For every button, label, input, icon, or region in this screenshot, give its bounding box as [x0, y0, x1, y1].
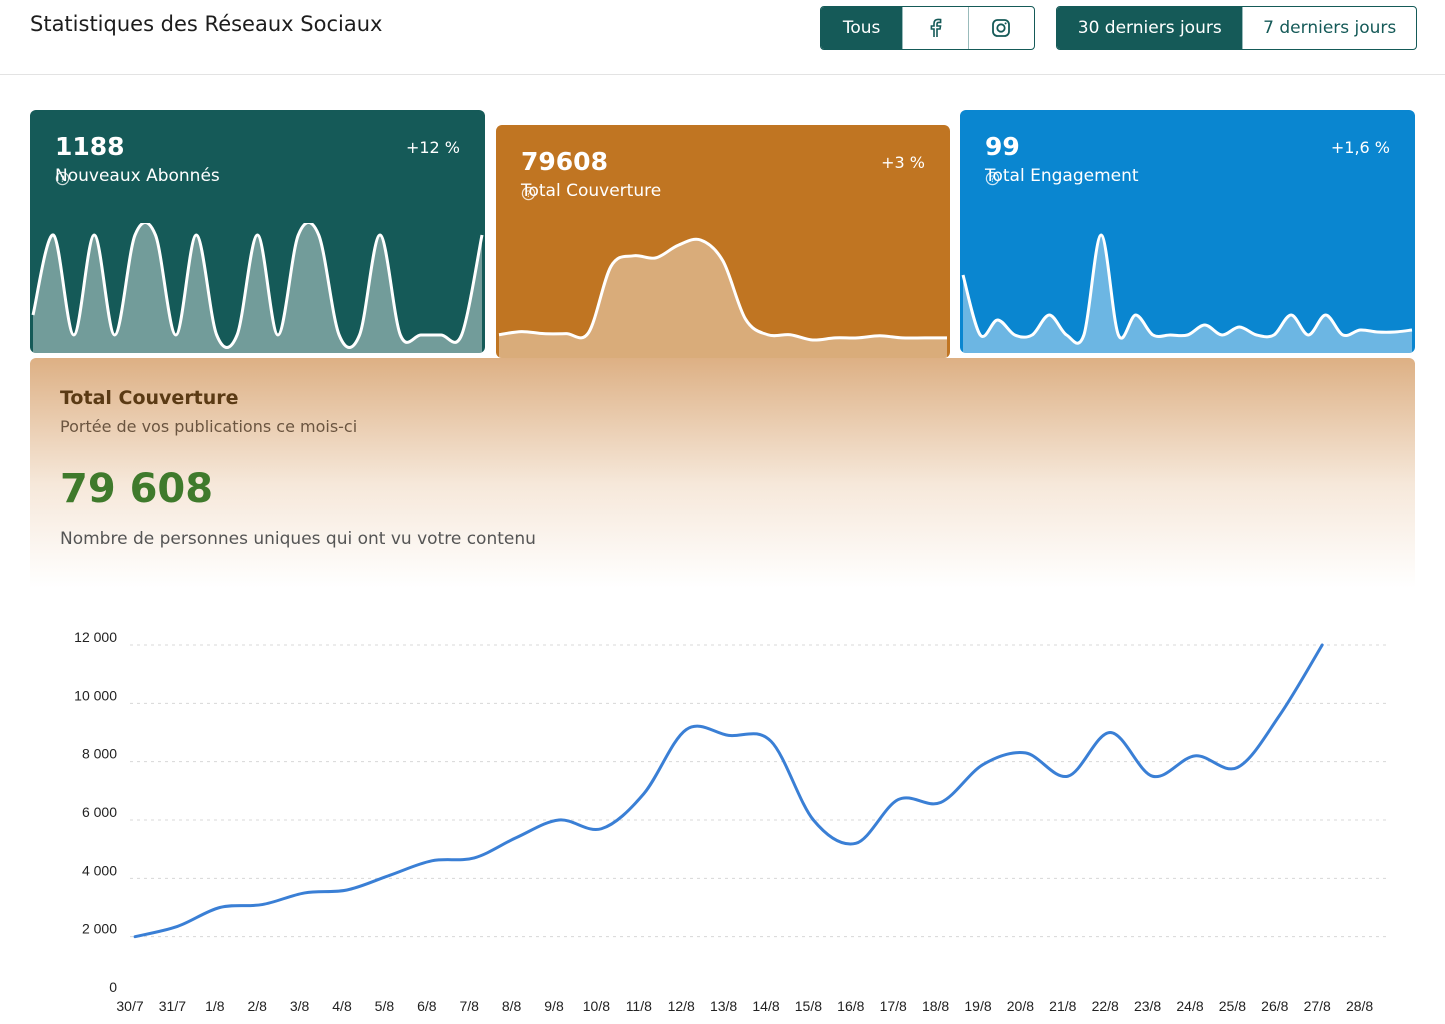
x-tick-label: 1/8 [205, 998, 225, 1014]
card-change: +3 % [881, 153, 925, 172]
y-tick-label: 6 000 [82, 804, 117, 820]
y-tick-label: 12 000 [74, 629, 117, 645]
help-circle [985, 171, 1000, 186]
x-tick-label: 14/8 [752, 998, 779, 1014]
x-tick-label: 11/8 [626, 998, 652, 1014]
x-tick-label: 28/8 [1346, 998, 1373, 1014]
x-tick-label: 12/8 [668, 998, 695, 1014]
sparkline [961, 233, 1413, 353]
x-tick-label: 18/8 [922, 998, 949, 1014]
card-change: +1,6 % [1330, 138, 1390, 157]
page-title: Statistiques des Réseaux Sociaux [30, 12, 383, 36]
x-tick-label: 21/8 [1049, 998, 1076, 1014]
x-tick-label: 25/8 [1219, 998, 1246, 1014]
divider [0, 74, 1445, 75]
x-tick-label: 7/8 [459, 998, 479, 1014]
x-tick-label: 3/8 [290, 998, 310, 1014]
x-tick-label: 17/8 [880, 998, 907, 1014]
sparkline [498, 237, 947, 358]
x-tick-label: 15/8 [795, 998, 822, 1014]
x-tick-label: 23/8 [1134, 998, 1161, 1014]
panel-caption: Nombre de personnes uniques qui ont vu v… [60, 529, 536, 549]
filter-facebook[interactable] [902, 7, 967, 49]
card-label: Total Couverture [521, 181, 662, 201]
network-filter: Tous [820, 6, 1035, 50]
card-change: +12 % [405, 138, 460, 157]
help-icon: ? [985, 171, 1000, 186]
x-tick-label: 22/8 [1092, 998, 1119, 1014]
help-icon: ? [521, 186, 536, 201]
x-tick-label: 19/8 [964, 998, 991, 1014]
period-7[interactable]: 7 derniers jours [1242, 7, 1416, 49]
period-filter: 30 derniers jours 7 derniers jours [1056, 6, 1417, 50]
help-icon: ? [55, 171, 70, 186]
x-tick-label: 2/8 [247, 998, 267, 1014]
sparkline [31, 223, 484, 353]
x-tick-label: 8/8 [502, 998, 522, 1014]
x-tick-label: 5/8 [375, 998, 395, 1014]
x-tick-label: 27/8 [1304, 998, 1331, 1014]
sparkline-area [963, 235, 1412, 353]
panel-title: Total Couverture [60, 387, 239, 409]
instagram-icon [992, 19, 1011, 37]
data-line [133, 643, 1324, 939]
card-label-row: Total Engagement? [985, 166, 1139, 186]
x-tick-label: 26/8 [1261, 998, 1288, 1014]
help-circle [521, 186, 536, 201]
x-tick-label: 16/8 [837, 998, 864, 1014]
sparkline-line [31, 223, 484, 349]
x-tick-label: 31/7 [159, 998, 186, 1014]
card-label: Total Engagement [985, 166, 1139, 186]
facebook-icon [931, 18, 942, 37]
filter-instagram[interactable] [967, 7, 1034, 49]
sparkline-area [33, 223, 482, 353]
x-tick-label: 10/8 [583, 998, 610, 1014]
period-30[interactable]: 30 derniers jours [1057, 7, 1243, 49]
x-tick-label: 6/8 [417, 998, 437, 1014]
card-value: 79608 [521, 147, 608, 176]
x-tick-label: 9/8 [544, 998, 564, 1014]
x-tick-label: 24/8 [1176, 998, 1203, 1014]
y-tick-label: 2 000 [82, 921, 117, 937]
y-tick-label: 10 000 [74, 687, 117, 703]
panel-subtitle: Portée de vos publications ce mois-ci [60, 417, 358, 436]
card-label-row: Nouveaux Abonnés? [55, 166, 220, 186]
help-circle [55, 171, 70, 186]
filter-all[interactable]: Tous [821, 7, 903, 49]
stat-card: 79608 Total Couverture? +3 % [496, 125, 950, 358]
x-tick-label: 30/7 [116, 998, 143, 1014]
y-tick-label: 8 000 [82, 746, 117, 762]
help-mark: ? [990, 174, 994, 184]
card-label: Nouveaux Abonnés [55, 166, 220, 186]
x-tick-label: 4/8 [332, 998, 352, 1014]
help-mark: ? [526, 189, 530, 199]
y-tick-label: 0 [109, 979, 117, 995]
help-mark: ? [60, 174, 64, 184]
sparkline-line [498, 237, 947, 342]
reach-panel [30, 358, 1415, 588]
card-value: 99 [985, 132, 1020, 161]
x-tick-label: 13/8 [710, 998, 737, 1014]
x-tick-label: 20/8 [1007, 998, 1034, 1014]
stat-card: 99 Total Engagement? +1,6 % [960, 110, 1415, 353]
sparkline-line [961, 233, 1413, 345]
stat-card: 1188 Nouveaux Abonnés? +12 % [30, 110, 485, 353]
card-value: 1188 [55, 132, 125, 161]
panel-total: 79 608 [60, 466, 214, 512]
card-label-row: Total Couverture? [521, 181, 661, 201]
y-tick-label: 4 000 [82, 862, 117, 878]
